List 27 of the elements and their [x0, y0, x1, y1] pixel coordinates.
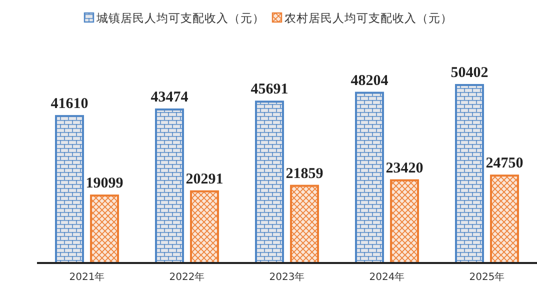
x-tick-label: 2021年: [69, 271, 105, 284]
x-tick-label: 2025年: [469, 271, 505, 284]
bar: [390, 179, 419, 264]
x-tick-label: 2024年: [369, 271, 405, 284]
bar: [190, 190, 219, 264]
data-label: 23420: [386, 160, 424, 176]
data-label: 24750: [486, 156, 524, 172]
bar: [55, 115, 84, 264]
data-label: 45691: [250, 82, 288, 98]
bar: [90, 194, 119, 264]
data-label: 43474: [150, 89, 189, 106]
bar: [490, 174, 519, 264]
bar: [455, 84, 484, 264]
legend-label: 城镇居民人均可支配收入（元）: [96, 11, 264, 25]
data-label: 50402: [450, 65, 488, 81]
x-tick-label: 2023年: [269, 271, 305, 284]
data-label: 21859: [286, 166, 324, 182]
bar: [255, 100, 284, 264]
bar: [290, 184, 319, 264]
legend-label: 农村居民人均可支配收入（元）: [284, 11, 452, 25]
bar: [155, 108, 184, 264]
data-label: 48204: [350, 72, 389, 89]
data-label: 41610: [50, 96, 88, 112]
data-label: 19099: [86, 176, 124, 192]
bar: [355, 92, 384, 264]
data-label: 20291: [186, 171, 224, 188]
x-tick-label: 2022年: [169, 271, 205, 284]
